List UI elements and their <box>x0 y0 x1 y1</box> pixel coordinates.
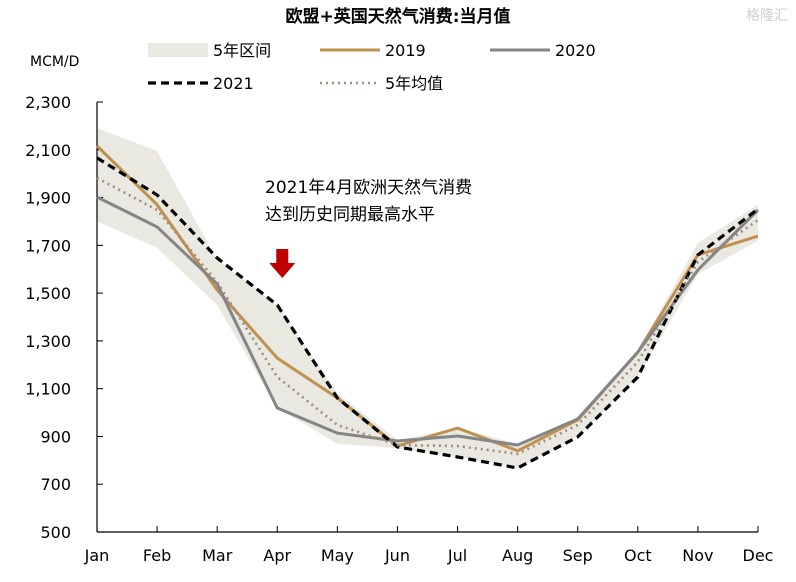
y-tick-label: 700 <box>40 475 71 494</box>
y-tick-label: 2,300 <box>25 93 71 112</box>
y-tick-label: 1,300 <box>25 332 71 351</box>
legend-label: 2019 <box>385 41 426 60</box>
x-tick-label: Aug <box>502 546 533 565</box>
x-tick-label: Nov <box>682 546 713 565</box>
chart-title: 欧盟+英国天然气消费:当月值 <box>285 6 510 27</box>
y-tick-label: 500 <box>40 523 71 542</box>
x-tick-label: Feb <box>143 546 171 565</box>
series-line-2020 <box>96 195 760 447</box>
legend-label: 5年均值 <box>385 74 443 93</box>
series-line-5年均值 <box>96 176 759 456</box>
y-axis-label: MCM/D <box>30 54 79 70</box>
legend-label: 2020 <box>555 41 596 60</box>
x-tick-label: Jan <box>84 546 110 565</box>
y-tick-label: 1,700 <box>25 236 71 255</box>
x-tick-label: Dec <box>743 546 774 565</box>
legend-label: 2021 <box>213 74 254 93</box>
x-tick-label: Apr <box>263 546 291 565</box>
x-tick-label: Sep <box>563 546 593 565</box>
watermark-logo: 格隆汇 <box>746 8 788 24</box>
y-tick-label: 900 <box>40 427 71 446</box>
x-tick-label: May <box>321 546 354 565</box>
range-band <box>97 128 758 468</box>
legend: 5年区间 2019 2020 2021 5年均值 <box>148 41 596 93</box>
annotation-text: 达到历史同期最高水平 <box>265 205 435 225</box>
plot-area: 500 700 900 1,100 1,300 1,500 1,700 1,900 2,100 2… <box>25 93 773 565</box>
arrow-down-icon <box>269 249 296 278</box>
annotation-text: 2021年4月欧洲天然气消费 <box>265 178 472 198</box>
y-tick-label: 2,100 <box>25 141 71 160</box>
x-tick-label: Jul <box>447 546 467 565</box>
y-tick-label: 1,500 <box>25 284 71 303</box>
y-tick-label: 1,100 <box>25 380 71 399</box>
x-tick-label: Mar <box>202 546 233 565</box>
x-tick-label: Jun <box>384 546 410 565</box>
legend-label: 5年区间 <box>213 41 271 60</box>
y-tick-label: 1,900 <box>25 189 71 208</box>
legend-swatch <box>148 43 208 57</box>
x-tick-label: Oct <box>624 546 652 565</box>
series-line-2021 <box>96 156 759 470</box>
